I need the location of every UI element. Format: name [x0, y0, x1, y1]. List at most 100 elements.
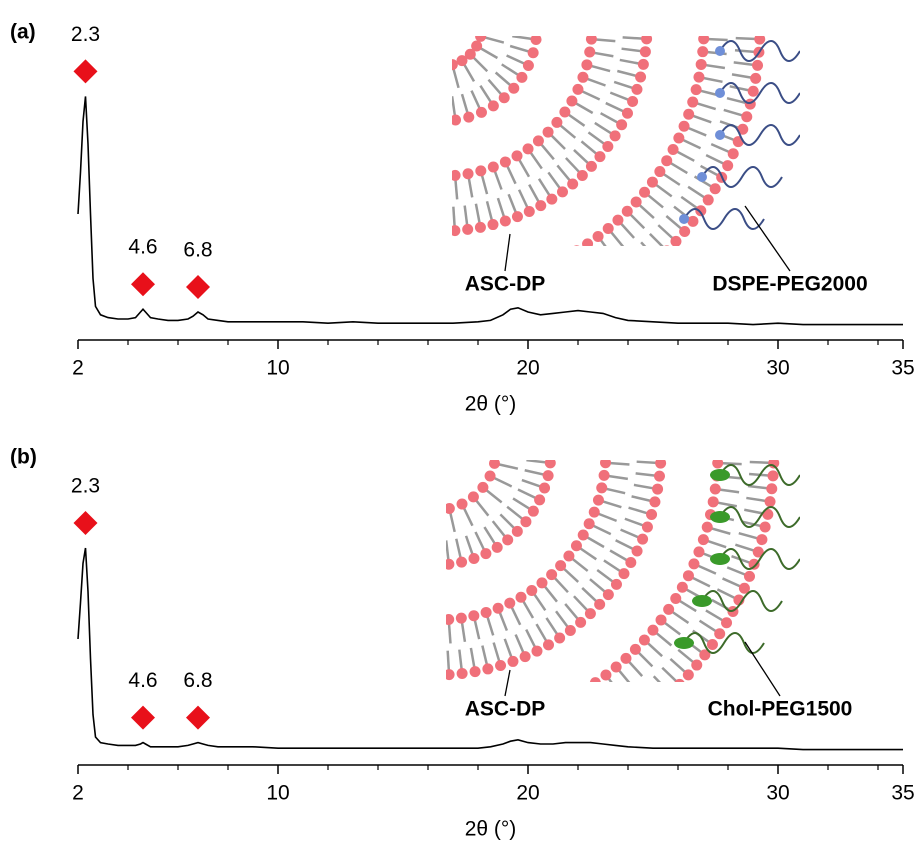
lipid-head — [456, 667, 468, 679]
lipid-head — [544, 702, 555, 713]
lipid-head — [727, 148, 739, 160]
lipid-head — [768, 460, 780, 469]
lipid-head — [748, 558, 760, 570]
lipid-head — [559, 106, 571, 118]
lipid-head — [539, 482, 551, 494]
lipid-head — [695, 58, 707, 70]
lipid-head — [674, 678, 685, 682]
lipid-head — [468, 553, 480, 565]
lipid-head — [579, 684, 590, 695]
polymer-chain — [683, 632, 765, 654]
lipid-head — [621, 279, 632, 290]
lipid-head — [762, 508, 774, 520]
lipid-head — [532, 21, 543, 32]
lipid-head — [588, 300, 599, 311]
lipid-head — [656, 445, 667, 456]
lipid-head — [546, 193, 558, 205]
lipid-head — [495, 660, 507, 672]
lipid-head — [534, 494, 546, 506]
lipid-head — [555, 560, 567, 572]
lipid-head — [670, 592, 682, 604]
lipid-head — [540, 321, 551, 332]
lipid-head — [667, 144, 679, 156]
lipid-head — [515, 329, 526, 340]
lipid-head — [621, 107, 633, 119]
lipid-head — [602, 589, 614, 601]
x-axis-label: 2θ (°) — [465, 393, 517, 416]
lipid-head — [620, 652, 632, 664]
lipid-head — [642, 21, 653, 32]
lipid-head — [691, 659, 703, 671]
lipid-head — [456, 498, 468, 510]
xrd-line — [77, 547, 903, 751]
lipid-head — [709, 483, 721, 495]
lipid-head — [554, 632, 566, 644]
x-tick-label: 30 — [766, 782, 789, 805]
lipid-head — [475, 165, 487, 177]
lipid-head — [516, 71, 528, 83]
lipid-tail — [592, 279, 604, 300]
lipid-head — [637, 58, 649, 70]
polymer-anchor — [679, 214, 689, 224]
lipid-head — [469, 724, 480, 735]
lipid-head — [682, 570, 694, 582]
polymer-chain — [719, 82, 800, 104]
lipid-head — [588, 506, 600, 518]
lipid-head — [618, 568, 630, 580]
lipid-head — [687, 96, 699, 108]
lipid-tail — [603, 272, 616, 292]
lipid-head — [682, 669, 694, 681]
lipid-head — [631, 545, 643, 557]
lipid-head — [568, 691, 579, 702]
lipid-head — [712, 460, 724, 469]
lipid-head — [614, 728, 625, 739]
lipid-head — [625, 721, 636, 732]
lipid-head — [536, 577, 548, 589]
lipid-head — [549, 257, 560, 268]
x-axis-label: 2θ (°) — [465, 818, 517, 841]
polymer-chain — [719, 548, 800, 570]
lipid-head — [698, 36, 710, 45]
lipid-head — [652, 483, 664, 495]
lipid-head — [754, 36, 766, 45]
lipid-head — [646, 176, 658, 188]
x-tick-label: 30 — [766, 357, 789, 380]
lipid-head — [714, 628, 726, 640]
lipid-head — [679, 226, 691, 238]
inset-label: ASC-DP — [465, 273, 546, 296]
lipid-head — [701, 521, 713, 533]
lipid-head — [431, 670, 442, 681]
x-tick-label: 35 — [891, 782, 914, 805]
lipid-tail — [462, 731, 464, 755]
lipid-tail — [475, 729, 478, 753]
lipid-tail — [460, 763, 462, 787]
lipid-head — [713, 445, 724, 456]
polymer-anchor — [697, 172, 707, 182]
lipid-tail — [586, 243, 591, 246]
lipid-head — [576, 169, 588, 181]
lipid-head — [670, 235, 682, 246]
lipid-tail — [502, 314, 507, 337]
lipid-head — [452, 114, 462, 126]
lipid-head — [443, 782, 454, 793]
lipid-head — [457, 725, 468, 736]
lipid-head — [522, 143, 534, 155]
lipid-head — [527, 325, 538, 336]
lipid-head — [706, 638, 718, 650]
lipid-head — [747, 85, 759, 97]
lipid-head — [721, 617, 733, 629]
lipid-head — [663, 603, 675, 615]
lipid-head — [764, 496, 776, 508]
lipid-head — [449, 282, 460, 293]
lipid-head — [673, 132, 685, 144]
inset-label: ASC-DP — [465, 698, 546, 721]
lipid-tail — [636, 692, 651, 711]
lipid-tail — [448, 764, 449, 788]
lipid-head — [695, 205, 707, 217]
polymer-chain — [719, 464, 800, 486]
lipid-tail — [617, 707, 631, 727]
lipid-head — [655, 697, 666, 708]
lipid-head — [676, 581, 688, 593]
lipid-head — [526, 584, 538, 596]
lipid-head — [641, 521, 653, 533]
